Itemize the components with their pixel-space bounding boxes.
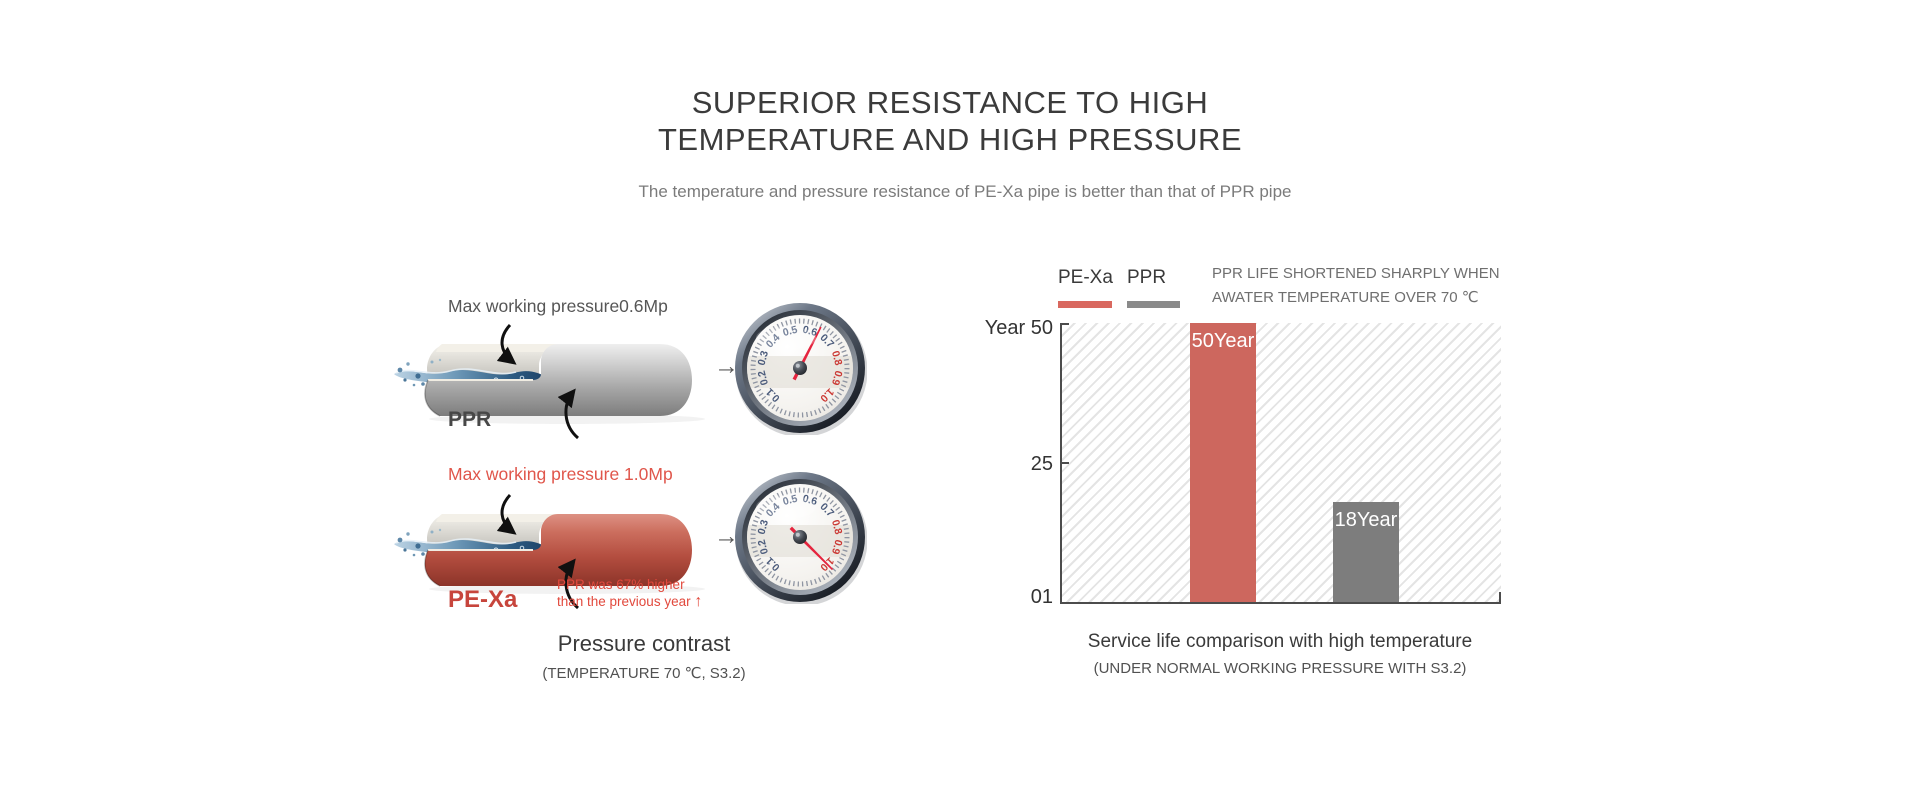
gauge-number: 0.6 (801, 324, 818, 339)
y-axis-tick-mid (1062, 462, 1069, 464)
legend-ppr-label: PPR (1127, 267, 1167, 288)
ppr-service-life-bar: 18Year (1333, 502, 1399, 602)
ppr-pressure-gauge: 0.1 0.2 0.3 0.4 0.5 0.6 0.7 0.8 0.9 1.0 (735, 303, 867, 435)
top-curved-arrow-icon (496, 323, 517, 365)
x-axis-tick-right (1499, 592, 1501, 602)
gauge-number: 0.5 (782, 493, 799, 508)
gauge-number: 0.3 (756, 518, 771, 535)
pipe-body (424, 344, 692, 416)
page-title-line1: SUPERIOR RESISTANCE TO HIGH (691, 85, 1209, 120)
ppr-bar-value-label: 18Year (1334, 509, 1398, 531)
water-splash-droplets (397, 528, 442, 557)
legend-pexa-swatch (1058, 301, 1112, 308)
page-title: SUPERIOR RESISTANCE TO HIGH TEMPERATURE … (350, 84, 1550, 158)
bottom-curved-arrow-icon (557, 388, 580, 440)
pexa-bar-value-label: 50Year (1191, 330, 1255, 352)
gauge-hub (793, 361, 807, 375)
gauge-number: 0.8 (829, 519, 844, 536)
left-caption-block: Pressure contrast (TEMPERATURE 70 ℃, S3.… (474, 631, 814, 682)
water-highlight (395, 538, 517, 545)
legend-ppr-swatch (1127, 301, 1180, 308)
gauge-number: 0.8 (829, 350, 844, 367)
pexa-pressure-gauge: 0.1 0.2 0.3 0.4 0.5 0.6 0.7 0.8 0.9 1.0 (735, 472, 867, 604)
gauge-hub (793, 530, 807, 544)
pipe-left-cap-edge (424, 549, 441, 587)
bar-chart-plot-area: 50Year 18Year (1060, 323, 1501, 604)
gauge-hub-highlight (795, 363, 800, 368)
gauge-number: 0.9 (829, 538, 844, 555)
pipe-top-rim (436, 514, 560, 522)
gauge-glass-highlight (756, 326, 816, 350)
service-life-caption: Service life comparison with high temper… (1087, 631, 1473, 652)
chart-annotation-line1: PPR LIFE SHORTENED SHARPLY WHEN (1212, 265, 1500, 282)
service-life-subcaption: (UNDER NORMAL WORKING PRESSURE WITH S3.2… (1093, 660, 1467, 677)
water-splash-droplets (397, 358, 442, 387)
gauge-number: 0.6 (801, 493, 818, 508)
chart-annotation-line2: AWATER TEMPERATURE OVER 70 ℃ (1212, 289, 1479, 306)
ppr-pipe-label: PPR (448, 408, 492, 431)
page-title-line2: TEMPERATURE AND HIGH PRESSURE (657, 122, 1243, 157)
pexa-pipe-illustration (394, 493, 705, 610)
right-arrow-icon: → (714, 522, 739, 550)
pexa-growth-note-line1: PPR was 67% higher (557, 577, 685, 592)
gauge-hub-highlight (795, 532, 800, 537)
pexa-pipe-label: PE-Xa (448, 586, 518, 613)
y-tick-25: 25 (1030, 453, 1053, 475)
pipe-body (424, 514, 692, 586)
pipe-top-rim (436, 344, 560, 352)
gauge-glass-highlight (756, 495, 816, 519)
right-arrow-icon: → (714, 352, 739, 380)
y-tick-50: 50 (1030, 317, 1053, 339)
y-axis-label-top: Year 50 (953, 317, 1053, 340)
pexa-service-life-bar: 50Year (1190, 323, 1256, 602)
water-highlight (395, 368, 517, 375)
gauge-number: 0.2 (756, 538, 771, 555)
pexa-growth-note: PPR was 67% higher than the previous yea… (557, 576, 702, 610)
y-axis-unit: Year (984, 317, 1026, 339)
up-arrow-icon: ↑ (694, 593, 703, 610)
pipe-left-cap-edge (424, 379, 441, 417)
y-tick-01: 01 (1030, 586, 1053, 608)
ppr-pressure-label: Max working pressure0.6Mp (448, 296, 668, 316)
pressure-contrast-caption: Pressure contrast (557, 631, 731, 656)
y-axis-tick-top (1062, 323, 1069, 325)
gauge-tick-ring (750, 318, 850, 418)
gauge-number: 0.9 (829, 369, 844, 386)
page-subtitle: The temperature and pressure resistance … (638, 182, 1292, 201)
pressure-contrast-subcaption: (TEMPERATURE 70 ℃, S3.2) (542, 665, 746, 682)
legend-pexa-label: PE-Xa (1058, 267, 1113, 288)
gauge-tick-ring (750, 487, 850, 587)
top-curved-arrow-icon (496, 493, 517, 535)
gauge-number: 0.3 (756, 349, 771, 366)
ppr-pipe-illustration (394, 323, 705, 440)
pexa-pressure-label: Max working pressure 1.0Mp (448, 464, 673, 484)
gauge-number: 0.5 (782, 324, 799, 339)
pexa-growth-note-line2: than the previous year ↑ (557, 593, 703, 610)
gauge-number: 0.2 (756, 369, 771, 386)
right-caption-block: Service life comparison with high temper… (1080, 631, 1480, 677)
chart-annotation: PPR LIFE SHORTENED SHARPLY WHEN AWATER T… (1212, 262, 1542, 310)
bottom-curved-arrow-icon (557, 558, 580, 610)
